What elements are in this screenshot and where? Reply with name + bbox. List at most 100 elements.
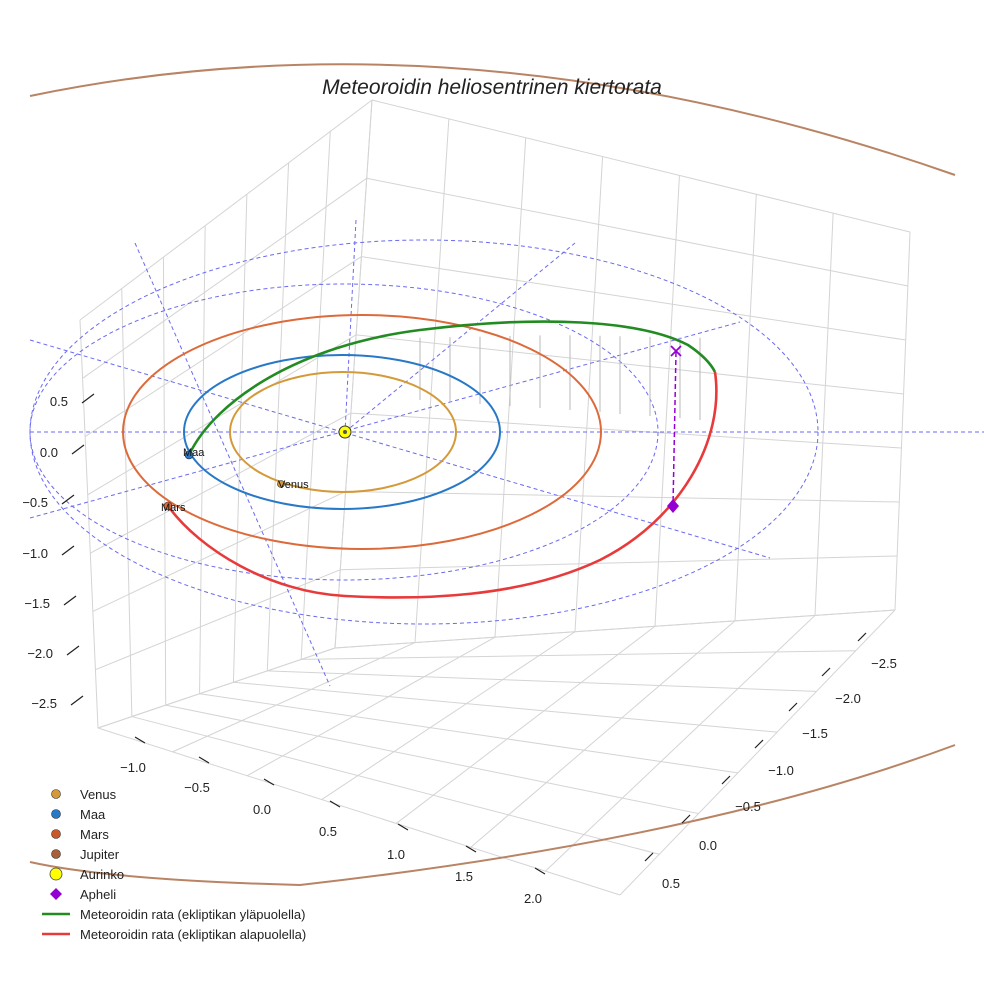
mars-orbit <box>122 314 602 550</box>
z-axis-ticks: 0.5 0.0 −0.5 −1.0 −1.5 −2.0 −2.5 <box>22 393 95 711</box>
grid-line <box>199 693 738 774</box>
legend-item: Maa <box>51 807 106 822</box>
earth-label: Maa <box>183 447 205 459</box>
x-axis-ticks: −1.0 −0.5 0.0 0.5 1.0 1.5 2.0 <box>120 736 546 906</box>
y-tick-mark <box>754 739 764 749</box>
grid-line <box>121 288 133 717</box>
legend-label: Mars <box>80 827 109 842</box>
z-tick-mark <box>70 695 84 706</box>
y-tick-label: −0.5 <box>735 799 761 814</box>
grid-line <box>246 636 496 777</box>
legend: Venus Maa Mars Jupiter Aurinko Apheli Meteoroi… <box>42 787 306 942</box>
y-tick-label: −1.5 <box>802 726 828 741</box>
y-tick-mark <box>721 775 731 785</box>
x-tick-label: 1.5 <box>455 869 473 884</box>
meteoroid-orbit-above-ecliptic <box>187 320 717 456</box>
grid-line <box>199 225 206 694</box>
grid-line <box>90 412 352 554</box>
legend-item: Meteoroidin rata (ekliptikan yläpuolella… <box>42 907 305 922</box>
grid-line <box>894 231 911 611</box>
legend-item: Apheli <box>50 887 116 902</box>
z-tick-mark <box>81 393 95 404</box>
legend-marker <box>51 789 61 799</box>
y-tick-mark <box>857 632 867 642</box>
grid-line <box>300 131 331 660</box>
aphelion-marker <box>667 499 679 513</box>
grid-line <box>350 412 902 449</box>
grid-line <box>356 334 904 395</box>
legend-item: Mars <box>51 827 109 842</box>
x-tick-mark <box>397 823 409 831</box>
z-tick-label: −2.0 <box>27 646 53 661</box>
legend-label: Venus <box>80 787 117 802</box>
aphelion-projection-marker <box>670 345 682 357</box>
grid-line <box>414 118 450 643</box>
grid-line <box>92 490 346 612</box>
grid-line <box>619 609 896 896</box>
reference-spoke <box>344 219 357 433</box>
legend-item: Jupiter <box>51 847 120 862</box>
legend-marker <box>51 849 61 859</box>
legend-marker <box>49 867 63 881</box>
orbit-drop-lines <box>419 335 701 420</box>
z-tick-label: −1.5 <box>24 596 50 611</box>
grid-line <box>545 615 816 872</box>
grid-line <box>165 704 699 815</box>
y-tick-mark <box>681 814 691 824</box>
grid-line <box>470 620 736 848</box>
x-tick-label: 2.0 <box>524 891 542 906</box>
legend-label: Meteoroidin rata (ekliptikan yläpuolella… <box>80 907 305 922</box>
mars-marker <box>163 501 173 511</box>
grid-line <box>233 681 778 733</box>
grid-line <box>131 716 660 855</box>
z-tick-label: −1.0 <box>22 546 48 561</box>
chart-title: Meteoroidin heliosentrinen kiertorata <box>322 76 662 99</box>
legend-item: Venus <box>51 787 117 802</box>
y-tick-label: −2.0 <box>835 691 861 706</box>
grid-line <box>340 555 898 571</box>
sun-marker <box>338 425 352 439</box>
x-tick-label: 0.0 <box>253 802 271 817</box>
grid-line <box>162 257 167 706</box>
grid-line <box>87 334 357 496</box>
legend-item: Meteoroidin rata (ekliptikan alapuolella… <box>42 927 306 942</box>
grid-line <box>95 569 341 671</box>
legend-marker <box>51 829 61 839</box>
y-tick-mark <box>644 852 654 862</box>
legend-marker <box>51 809 61 819</box>
grid-line <box>334 609 896 649</box>
x-tick-mark <box>465 845 477 853</box>
y-axis-ticks: −2.5 −2.0 −1.5 −1.0 −0.5 0.0 0.5 <box>644 632 897 891</box>
grid-line <box>361 256 906 341</box>
legend-marker <box>50 888 62 900</box>
grid-line <box>366 177 908 287</box>
x-tick-label: −1.0 <box>120 760 146 775</box>
y-tick-label: 0.0 <box>699 838 717 853</box>
legend-label: Jupiter <box>80 847 120 862</box>
x-tick-label: −0.5 <box>184 780 210 795</box>
y-tick-mark <box>821 667 831 677</box>
legend-item: Aurinko <box>49 867 124 882</box>
venus-marker <box>277 480 285 488</box>
x-tick-label: 0.5 <box>319 824 337 839</box>
reference-spoke <box>344 242 576 433</box>
z-tick-mark <box>66 645 80 656</box>
z-tick-mark <box>61 545 75 556</box>
grid-line <box>172 642 416 753</box>
z-tick-mark <box>61 494 75 505</box>
earth-marker <box>184 450 194 460</box>
z-tick-label: 0.0 <box>40 445 58 460</box>
x-tick-mark <box>198 756 210 764</box>
z-tick-label: −0.5 <box>22 495 48 510</box>
earth-orbit <box>183 354 501 510</box>
reference-spoke <box>29 339 771 559</box>
legend-label: Meteoroidin rata (ekliptikan alapuolella… <box>80 927 306 942</box>
grid-line <box>97 727 621 896</box>
grid-line <box>97 647 336 729</box>
grid-line <box>82 177 368 379</box>
ecliptic-reference-guides <box>29 219 984 687</box>
x-tick-mark <box>263 778 275 786</box>
legend-label: Aurinko <box>80 867 124 882</box>
x-tick-mark <box>329 800 341 808</box>
meteoroid-orbit-below-ecliptic <box>166 371 718 599</box>
